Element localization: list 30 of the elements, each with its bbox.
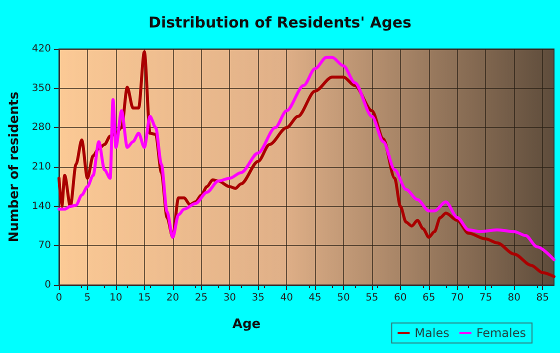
- x-tick-label: 65: [422, 292, 436, 304]
- y-tick-label: 210: [32, 162, 51, 172]
- x-tick-label: 5: [84, 292, 91, 304]
- x-tick-label: 0: [56, 292, 62, 304]
- chart-title: Distribution of Residents' Ages: [148, 14, 412, 32]
- x-tick-label: 25: [194, 292, 208, 304]
- y-axis-title: Number of residents: [7, 91, 22, 242]
- legend-label: Males: [414, 326, 450, 340]
- x-tick-label: 70: [450, 292, 464, 304]
- x-axis-title: Age: [232, 317, 261, 332]
- y-tick-label: 70: [38, 240, 51, 252]
- x-tick-label: 15: [138, 292, 151, 304]
- x-tick-label: 75: [479, 292, 492, 304]
- x-tick-label: 40: [280, 292, 293, 304]
- y-tick-label: 280: [32, 122, 51, 134]
- x-tick-label: 80: [508, 292, 521, 304]
- x-tick-label: 35: [252, 292, 264, 304]
- y-tick-label: 350: [32, 82, 51, 94]
- x-tick-label: 50: [337, 292, 350, 304]
- x-tick-label: 85: [536, 292, 549, 304]
- x-tick-label: 30: [223, 292, 236, 304]
- y-tick-label: 0: [44, 280, 51, 290]
- y-tick-label: 420: [32, 44, 51, 54]
- x-tick-label: 60: [394, 292, 407, 304]
- x-tick-label: 45: [308, 292, 322, 304]
- legend-label: Females: [476, 326, 526, 340]
- x-tick-label: 10: [110, 292, 122, 304]
- x-tick-label: 55: [366, 292, 378, 304]
- x-tick-label: 20: [166, 292, 180, 304]
- y-tick-label: 140: [32, 200, 51, 212]
